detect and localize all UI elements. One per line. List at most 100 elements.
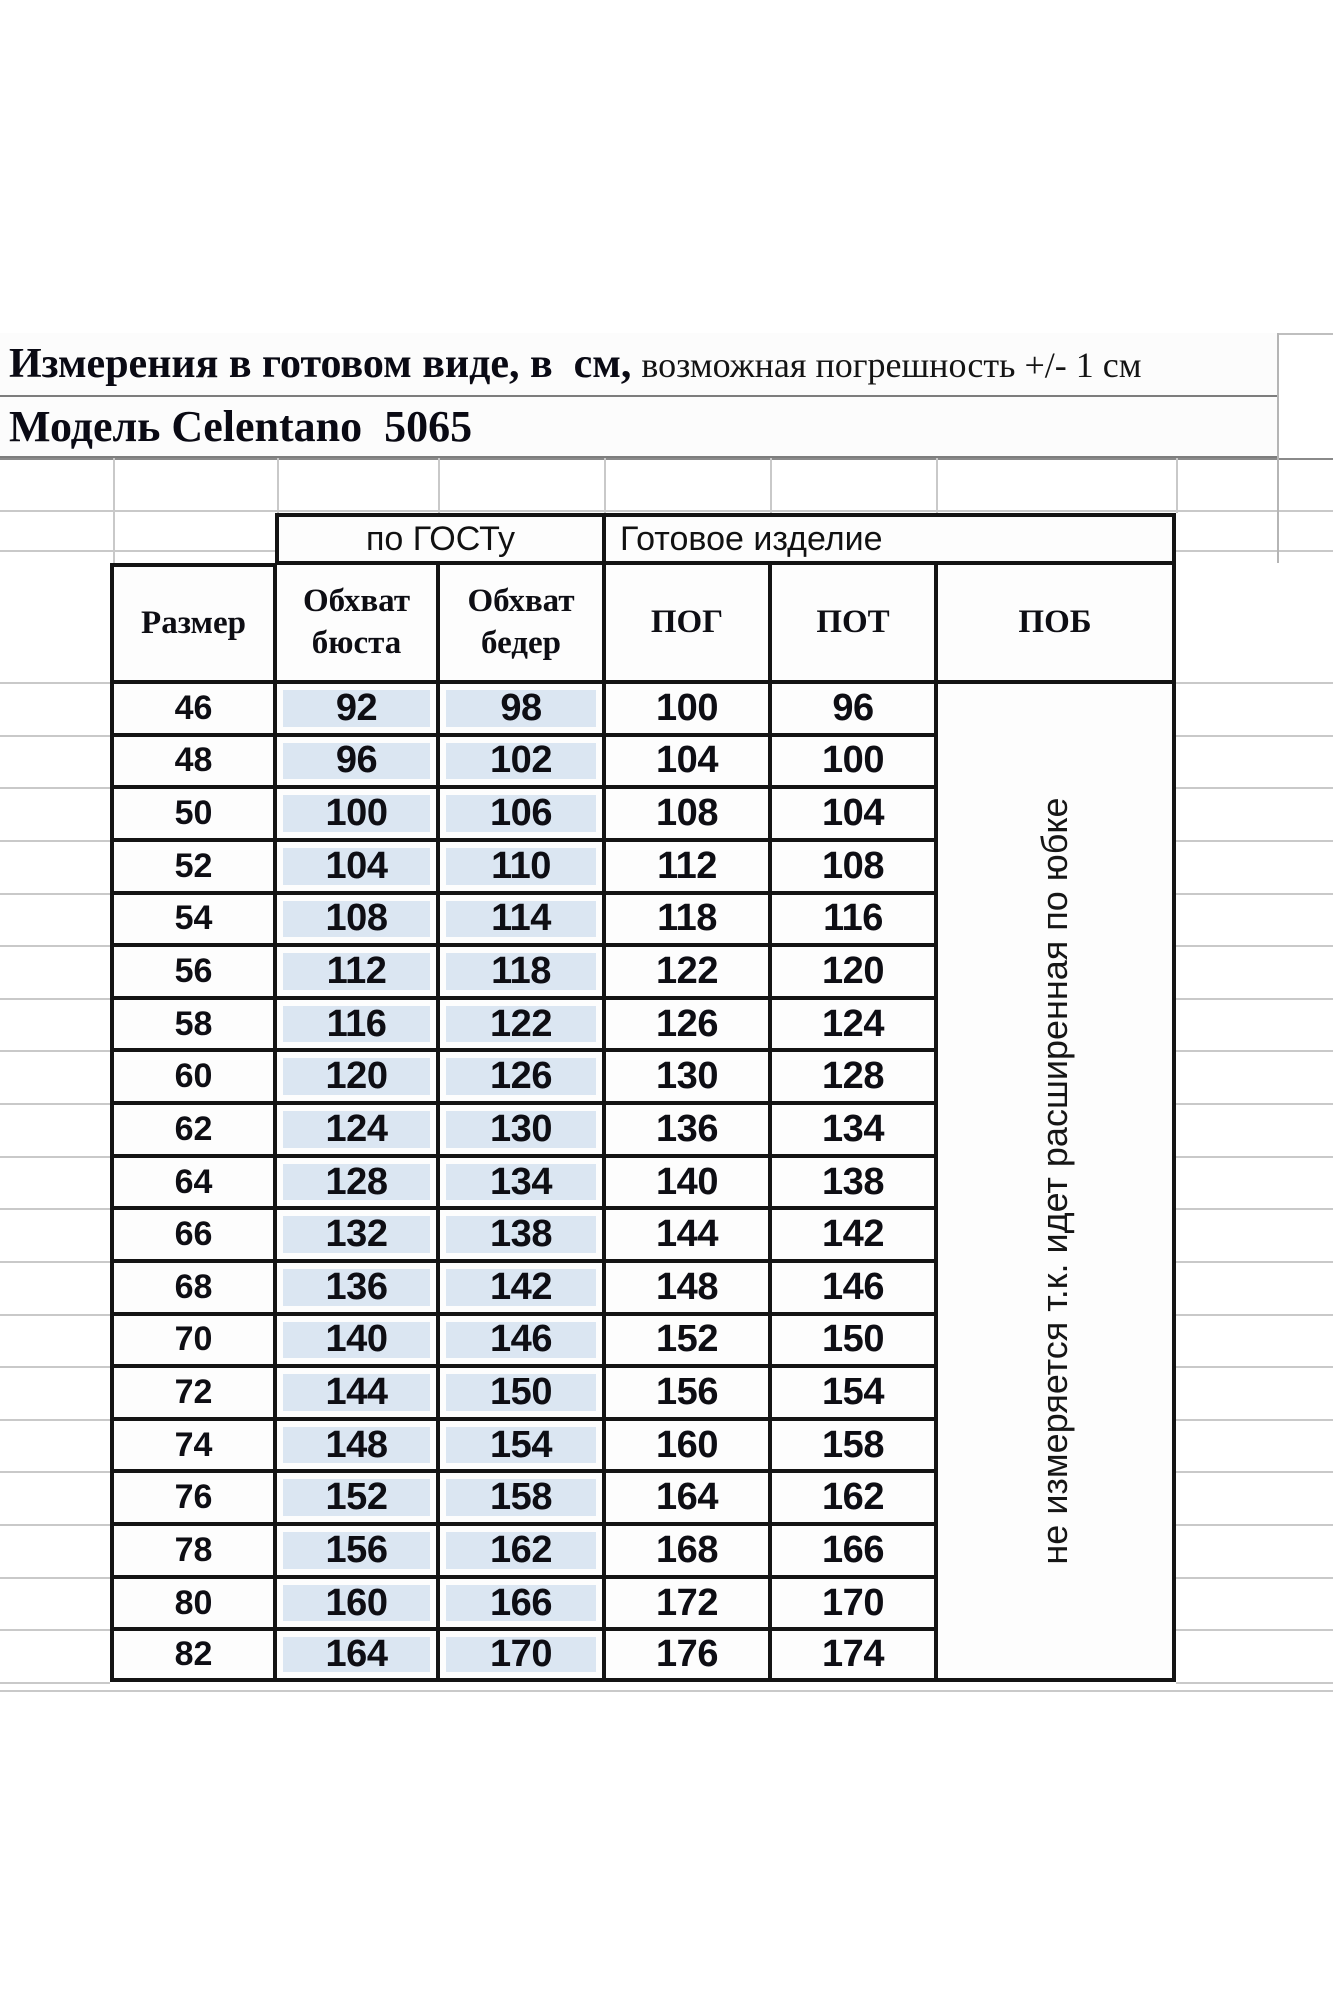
cell-pog-72: 156	[604, 1366, 770, 1419]
gridline	[1176, 1314, 1333, 1316]
gridline	[1176, 787, 1333, 789]
gridline	[1176, 1261, 1333, 1263]
gridline	[0, 1629, 110, 1631]
gridline	[277, 458, 279, 513]
cell-bust-70: 140	[275, 1313, 438, 1367]
gridline	[1176, 1524, 1333, 1526]
cell-hips-62: 130	[438, 1103, 604, 1156]
cell-hips-78: 162	[438, 1524, 604, 1577]
cell-pog-48: 104	[604, 734, 770, 788]
pob-note: не измеряется т.к. идет расширенная по ю…	[1034, 797, 1075, 1565]
cell-hips-82: 170	[438, 1629, 604, 1682]
gridline	[0, 510, 1333, 512]
cell-bust-56: 112	[275, 945, 438, 998]
gridline	[0, 787, 110, 789]
gridline	[0, 1690, 1333, 1692]
cell-pot-54: 116	[770, 892, 936, 946]
cell-hips-46: 98	[438, 682, 604, 735]
cell-hips-72: 150	[438, 1366, 604, 1419]
cell-pog-56: 122	[604, 945, 770, 998]
cell-pog-70: 152	[604, 1313, 770, 1367]
cell-pog-64: 140	[604, 1155, 770, 1209]
gridline	[1176, 1156, 1333, 1158]
cell-pot-48: 100	[770, 734, 936, 788]
cell-size-62: 62	[110, 1103, 275, 1156]
group-header-finished: Готовое изделие	[604, 513, 1176, 563]
cell-size-70: 70	[110, 1313, 275, 1367]
cell-hips-64: 134	[438, 1155, 604, 1209]
col-header-pob: ПОБ	[936, 563, 1176, 682]
cell-pog-54: 118	[604, 892, 770, 946]
gridline	[1176, 550, 1333, 552]
gridline	[1176, 1208, 1333, 1210]
gridline	[0, 1314, 110, 1316]
col-header-size: Размер	[110, 563, 275, 682]
cell-bust-76: 152	[275, 1471, 438, 1525]
cell-size-76: 76	[110, 1471, 275, 1525]
cell-size-54: 54	[110, 892, 275, 946]
cell-pog-80: 172	[604, 1576, 770, 1630]
pob-note-cell: не измеряется т.к. идет расширенная по ю…	[936, 682, 1176, 1682]
gridline	[0, 1682, 110, 1684]
gridline	[0, 458, 1333, 460]
cell-bust-72: 144	[275, 1366, 438, 1419]
cell-pog-62: 136	[604, 1103, 770, 1156]
cell-pog-82: 176	[604, 1629, 770, 1682]
cell-hips-56: 118	[438, 945, 604, 998]
gridline	[0, 735, 110, 737]
cell-pot-64: 138	[770, 1155, 936, 1209]
cell-pog-60: 130	[604, 1050, 770, 1104]
gridline	[1176, 682, 1333, 684]
gridline	[1176, 893, 1333, 895]
cell-pot-70: 150	[770, 1313, 936, 1367]
cell-size-50: 50	[110, 787, 275, 840]
cell-bust-46: 92	[275, 682, 438, 735]
gridline	[0, 893, 110, 895]
cell-size-64: 64	[110, 1155, 275, 1209]
gridline	[1176, 1682, 1333, 1684]
cell-pot-80: 170	[770, 1576, 936, 1630]
cell-pog-66: 144	[604, 1208, 770, 1261]
cell-pog-76: 164	[604, 1471, 770, 1525]
cell-hips-68: 142	[438, 1260, 604, 1314]
cell-pot-58: 124	[770, 997, 936, 1051]
col-header-bust: Обхват бюста	[275, 563, 438, 682]
sheet-title-tolerance: возможная погрешность +/- 1 см	[641, 345, 1142, 385]
gridline	[1176, 998, 1333, 1000]
cell-size-68: 68	[110, 1260, 275, 1314]
cell-pog-52: 112	[604, 839, 770, 893]
cell-pot-82: 174	[770, 1629, 936, 1682]
cell-size-58: 58	[110, 997, 275, 1051]
cell-pot-52: 108	[770, 839, 936, 893]
cell-hips-70: 146	[438, 1313, 604, 1367]
cell-pot-72: 154	[770, 1366, 936, 1419]
cell-pog-74: 160	[604, 1418, 770, 1472]
cell-hips-58: 122	[438, 997, 604, 1051]
gridline	[0, 998, 110, 1000]
sheet-title-row: Измерения в готовом виде, в см, возможна…	[0, 333, 1277, 397]
cell-pot-46: 96	[770, 682, 936, 735]
cell-hips-60: 126	[438, 1050, 604, 1104]
gridline	[0, 1261, 110, 1263]
cell-pog-46: 100	[604, 682, 770, 735]
cell-bust-62: 124	[275, 1103, 438, 1156]
cell-pot-78: 166	[770, 1524, 936, 1577]
cell-bust-80: 160	[275, 1576, 438, 1630]
gridline	[0, 1156, 110, 1158]
model-row: Модель Celentano 5065	[0, 397, 1277, 458]
gridline	[1176, 1050, 1333, 1052]
model-label: Модель Celentano 5065	[9, 402, 473, 451]
cell-bust-52: 104	[275, 839, 438, 893]
cell-size-48: 48	[110, 734, 275, 788]
gridline	[1277, 333, 1279, 563]
cell-size-74: 74	[110, 1418, 275, 1472]
cell-bust-64: 128	[275, 1155, 438, 1209]
cell-bust-60: 120	[275, 1050, 438, 1104]
gridline	[0, 1524, 110, 1526]
cell-bust-78: 156	[275, 1524, 438, 1577]
cell-bust-50: 100	[275, 787, 438, 840]
gridline	[0, 840, 110, 842]
cell-size-72: 72	[110, 1366, 275, 1419]
gridline	[0, 1577, 110, 1579]
